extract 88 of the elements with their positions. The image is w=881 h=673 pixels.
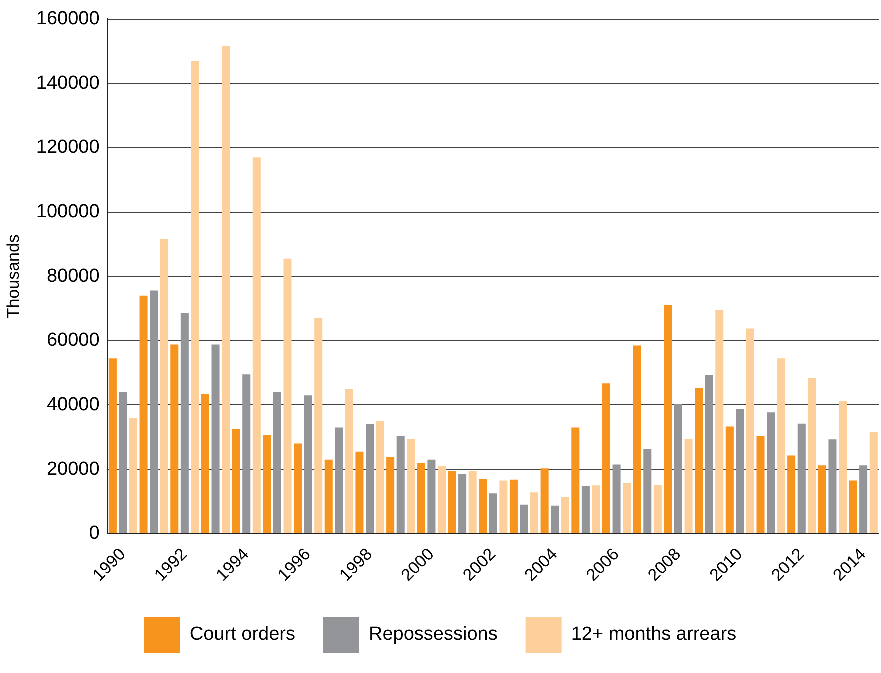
bar xyxy=(674,404,682,534)
bar xyxy=(551,506,560,534)
bar xyxy=(417,463,426,534)
y-tick-label: 0 xyxy=(89,523,100,544)
bar xyxy=(612,464,621,534)
bar xyxy=(376,421,384,534)
bar xyxy=(335,428,344,534)
y-tick-label: 40000 xyxy=(46,394,100,416)
bar xyxy=(366,424,374,534)
bar xyxy=(777,358,786,534)
bar xyxy=(592,486,600,534)
bar xyxy=(561,498,570,534)
y-tick-label: 160000 xyxy=(36,8,100,30)
bar xyxy=(633,346,642,534)
bar xyxy=(201,394,210,534)
y-tick-label: 80000 xyxy=(46,266,100,287)
y-tick-label: 20000 xyxy=(46,458,100,480)
bar xyxy=(695,388,704,534)
bar xyxy=(428,460,436,534)
bar xyxy=(160,239,168,534)
bar xyxy=(839,401,848,534)
bar xyxy=(345,389,354,534)
bar xyxy=(572,428,580,534)
y-tick-label: 100000 xyxy=(36,202,100,223)
bar xyxy=(870,432,878,534)
bar xyxy=(458,474,467,534)
bar xyxy=(500,480,508,534)
bar xyxy=(808,378,816,534)
bar xyxy=(222,46,230,534)
y-axis-title: Thousands xyxy=(4,234,23,319)
bar xyxy=(582,486,590,534)
bar xyxy=(520,504,528,534)
bar xyxy=(386,457,395,534)
bar xyxy=(242,374,251,534)
bar xyxy=(396,436,405,534)
bar xyxy=(726,426,734,534)
bar xyxy=(654,485,662,534)
bar xyxy=(448,471,456,534)
bar xyxy=(232,429,240,534)
bar xyxy=(140,296,148,534)
bar xyxy=(479,479,488,534)
y-tick-label: 60000 xyxy=(46,330,100,352)
bar xyxy=(130,418,138,534)
bar xyxy=(468,471,477,534)
bar xyxy=(489,494,498,534)
bar xyxy=(788,456,796,534)
bar xyxy=(510,480,518,534)
bar xyxy=(180,312,189,534)
legend-label: 12+ months arrears xyxy=(571,624,737,646)
bar xyxy=(108,358,117,534)
legend-label: Court orders xyxy=(190,624,296,646)
bar xyxy=(263,435,272,534)
bar xyxy=(284,258,292,534)
y-tick-label: 140000 xyxy=(36,72,100,94)
bar xyxy=(294,444,302,534)
bar xyxy=(716,310,724,534)
bar xyxy=(860,466,868,534)
bar xyxy=(119,392,128,534)
bar xyxy=(736,409,744,534)
bar xyxy=(314,318,323,534)
bar xyxy=(798,424,806,534)
legend-label: Repossessions xyxy=(368,624,498,646)
bar xyxy=(324,460,333,534)
bar xyxy=(602,384,611,534)
bar xyxy=(191,61,200,534)
bar xyxy=(150,290,158,534)
bar xyxy=(252,158,261,534)
bar xyxy=(767,412,776,534)
bar xyxy=(705,375,714,534)
bar xyxy=(849,480,858,534)
bar xyxy=(170,344,179,534)
bar xyxy=(212,344,220,534)
bar xyxy=(623,483,632,534)
y-tick-label: 120000 xyxy=(36,137,100,158)
bar xyxy=(664,306,672,534)
bar xyxy=(273,392,282,534)
bar xyxy=(684,438,693,534)
bar xyxy=(304,396,312,534)
bar xyxy=(356,452,364,534)
bar xyxy=(438,466,446,534)
bar xyxy=(828,440,837,534)
bar xyxy=(818,466,826,534)
bar xyxy=(530,492,539,534)
bar xyxy=(407,438,416,534)
bar xyxy=(644,448,652,534)
bar xyxy=(756,436,765,534)
bar xyxy=(540,468,549,534)
bar xyxy=(746,328,754,534)
